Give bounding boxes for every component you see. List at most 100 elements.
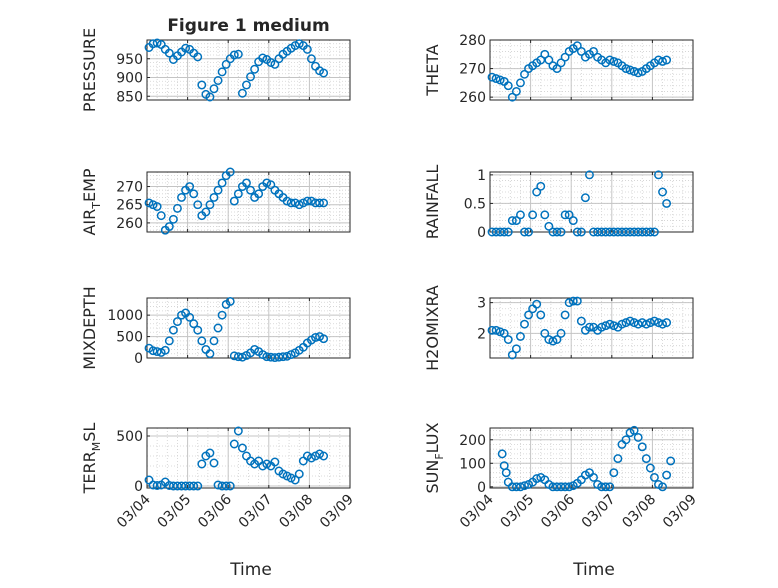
axes-box — [146, 427, 351, 489]
data-point — [589, 46, 598, 56]
y-tick-label: 3 — [477, 296, 486, 312]
data-point — [294, 200, 304, 210]
data-point — [633, 432, 643, 442]
data-point — [278, 352, 288, 362]
data-point — [173, 317, 182, 327]
data-point — [213, 76, 223, 85]
y-tick-label: 0.5 — [464, 196, 486, 212]
data-point — [605, 482, 615, 492]
data-point — [205, 92, 215, 102]
data-point — [209, 336, 219, 346]
data-point — [654, 170, 663, 180]
data-point — [662, 470, 672, 480]
y-tick-label: 500 — [116, 429, 143, 445]
x-tick-label: 03/07 — [579, 492, 619, 532]
data-point — [649, 472, 659, 482]
data-point — [221, 481, 231, 491]
data-point — [294, 39, 304, 49]
data-point — [540, 210, 550, 220]
y-axis-label: TERRMSL — [80, 423, 103, 495]
x-tick-label: 03/08 — [276, 492, 316, 532]
data-point — [576, 227, 586, 237]
data-point — [495, 75, 505, 85]
y-axis-label: MIXDEPTH — [80, 286, 99, 369]
y-tick-label: 850 — [116, 89, 143, 105]
data-point — [568, 216, 578, 226]
subplot-7: 0 500 TERRMSL 03/04 03/05 03/06 03/07 03/08 03/0… — [80, 423, 357, 532]
data-point — [185, 182, 195, 191]
data-point — [315, 198, 324, 208]
x-axis-label-right: Time — [572, 560, 615, 580]
data-point — [209, 84, 219, 94]
y-tick-label: 1000 — [107, 308, 143, 324]
y-axis-label: AIRTEMP — [80, 168, 103, 235]
data-point — [507, 92, 517, 102]
data-point — [532, 474, 542, 484]
data-point — [250, 64, 260, 74]
data-point — [229, 439, 239, 449]
axes-box — [146, 39, 351, 101]
y-axis-label: PRESSURE — [80, 28, 99, 112]
data-point — [499, 328, 509, 338]
data-point — [168, 214, 178, 224]
axes-box — [489, 297, 694, 359]
data-point — [164, 48, 174, 58]
data-point — [507, 216, 517, 226]
y-tick-label: 0 — [477, 480, 486, 496]
data-point — [491, 325, 501, 335]
x-tick-label: 03/07 — [236, 492, 276, 532]
data-point — [148, 39, 158, 49]
data-point — [258, 53, 268, 63]
data-point — [209, 193, 219, 202]
data-point — [544, 221, 554, 231]
data-point — [225, 481, 235, 491]
y-axis-label: SUNFLUX — [423, 422, 446, 493]
data-point — [487, 325, 497, 335]
data-point — [298, 198, 308, 208]
data-point — [540, 328, 550, 338]
data-point — [290, 475, 300, 485]
data-point — [564, 210, 574, 220]
data-point — [205, 448, 215, 458]
data-point — [225, 167, 235, 177]
data-point — [605, 319, 615, 329]
data-point — [205, 200, 215, 210]
data-point — [511, 344, 521, 354]
data-point — [585, 322, 594, 332]
data-point — [560, 310, 570, 320]
data-point — [233, 426, 243, 436]
data-point — [536, 310, 546, 320]
data-point — [645, 463, 655, 473]
data-point — [605, 55, 615, 65]
chart-title: Figure 1 medium — [167, 16, 329, 36]
y-tick-label: 1 — [477, 168, 486, 184]
data-point — [532, 187, 542, 197]
y-tick-label: 500 — [116, 330, 143, 346]
data-point — [152, 202, 162, 211]
data-point — [237, 88, 247, 98]
data-point — [528, 210, 538, 220]
data-point — [270, 59, 280, 69]
data-point — [556, 58, 566, 68]
data-points — [487, 170, 672, 237]
data-point — [617, 319, 627, 329]
data-point — [520, 227, 529, 237]
data-point — [197, 459, 207, 469]
data-point — [242, 80, 251, 90]
data-point — [217, 67, 227, 77]
data-point — [609, 468, 619, 478]
data-point — [306, 54, 316, 64]
data-point — [491, 74, 501, 84]
data-point — [662, 318, 672, 328]
y-tick-label: 0 — [477, 225, 486, 241]
data-point — [302, 44, 312, 54]
data-point — [311, 332, 320, 342]
data-point — [213, 185, 223, 195]
data-point — [568, 296, 578, 306]
data-point — [511, 86, 521, 96]
data-point — [516, 482, 525, 492]
data-point — [597, 322, 607, 332]
data-points — [487, 41, 672, 102]
data-point — [516, 210, 525, 220]
